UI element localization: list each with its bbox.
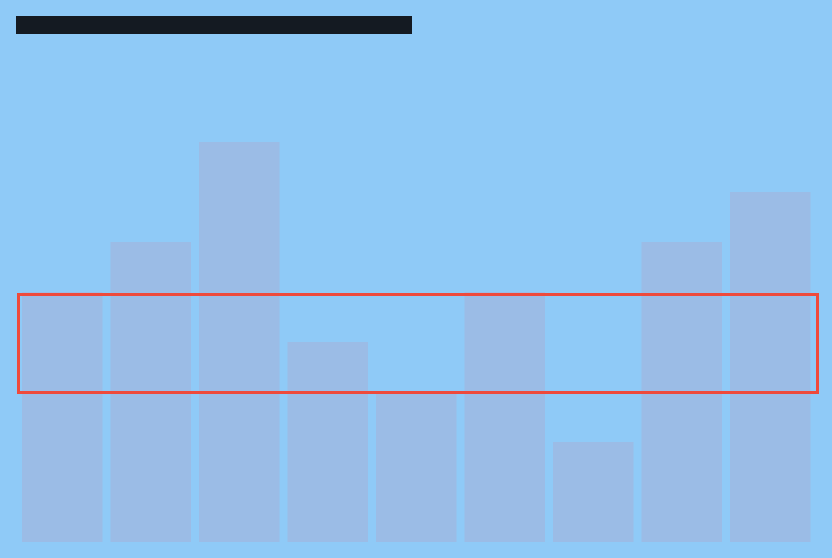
bar-1 [22,292,103,542]
bar-6 [464,292,545,542]
bar-3 [199,142,280,542]
bar-7 [553,442,634,542]
bar-5 [376,392,457,542]
redacted-title-bar [16,16,412,34]
bar-4 [287,342,368,542]
highlight-band [17,293,819,394]
bar-9 [730,192,811,542]
